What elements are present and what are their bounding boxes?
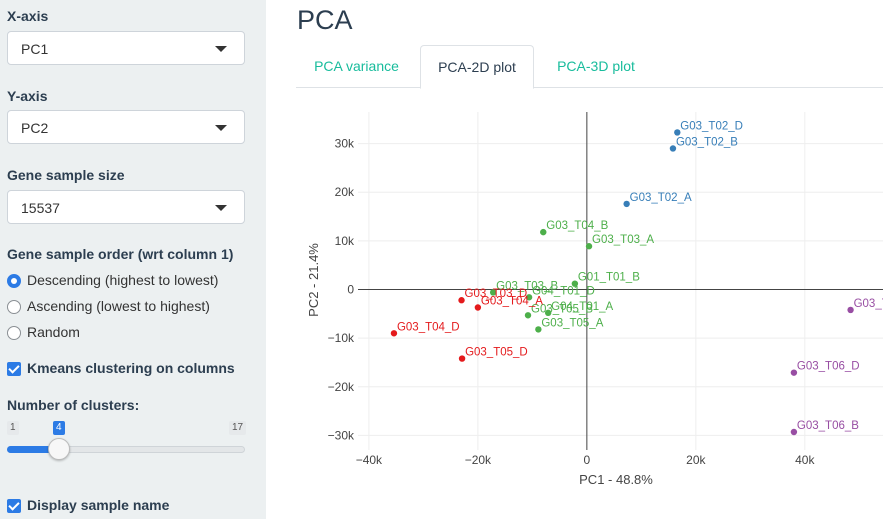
point-label: G04_T01_D	[532, 285, 595, 297]
point-label: G03_T05_A	[541, 317, 603, 329]
tab-bar: PCA variance PCA-2D plot PCA-3D plot	[296, 45, 883, 89]
point-label: G04_T01_A	[551, 301, 613, 313]
data-point	[390, 330, 398, 337]
y-tick-label: −10k	[328, 331, 355, 345]
gene-sample-order-label: Gene sample order (wrt column 1)	[7, 246, 234, 262]
x-tick-label: −40k	[356, 453, 383, 467]
point-label: G03_T05_D	[465, 347, 528, 359]
data-point	[674, 129, 681, 136]
data-point	[458, 355, 466, 362]
y-tick-label: 10k	[335, 234, 355, 248]
data-point	[474, 304, 482, 311]
radio-unchecked-icon	[7, 300, 21, 314]
y-tick-label: −20k	[328, 380, 355, 394]
display-name-label: Display sample name	[27, 497, 170, 513]
x-tick-label: 40k	[795, 453, 815, 467]
point-label: G03_T06_B	[797, 420, 859, 432]
tab-pca-2d-plot[interactable]: PCA-2D plot	[420, 45, 534, 89]
point-label: G01_T01_B	[578, 272, 640, 284]
point-label: G03_T	[854, 298, 883, 310]
x-axis-value: PC1	[21, 41, 49, 57]
data-point	[847, 306, 854, 314]
pca-scatter-plot: −40k −20k 0 20k 40k −30k −20k −10k 0 10k 20k 30k G…	[306, 112, 883, 487]
chevron-down-icon	[215, 205, 227, 211]
point-label: G03_T04_D	[397, 321, 460, 333]
data-point	[524, 312, 532, 319]
y-tick-labels: −30k −20k −10k 0 10k 20k 30k	[328, 137, 355, 443]
data-point	[790, 369, 798, 376]
checkbox-checked-icon	[7, 499, 21, 513]
tab-pca-3d-plot[interactable]: PCA-3D plot	[557, 58, 635, 74]
x-tick-labels: −40k −20k 0 20k 40k	[356, 453, 816, 467]
clusters-label: Number of clusters:	[7, 397, 140, 413]
radio-checked-icon	[7, 274, 21, 288]
data-point	[489, 289, 497, 296]
gene-sample-size-value: 15537	[21, 200, 60, 216]
y-axis-value: PC2	[21, 120, 49, 136]
tab-pca-variance[interactable]: PCA variance	[314, 58, 399, 74]
slider-handle[interactable]	[48, 438, 70, 460]
sidebar: X-axis PC1 Y-axis PC2 Gene sample size 1…	[0, 0, 266, 519]
point-label: G03_T04_B	[546, 220, 608, 232]
x-axis-select[interactable]: PC1	[7, 31, 245, 65]
page-title: PCA	[297, 5, 353, 35]
x-tick-label: 20k	[686, 453, 706, 467]
checkbox-checked-icon	[7, 362, 21, 376]
data-point	[585, 243, 593, 250]
x-tick-label: −20k	[465, 453, 492, 467]
point-label: G03_T03_D	[465, 288, 528, 300]
data-points: G03_T02_D G03_T02_B G03_T02_A G03_T04_B G03_…	[390, 120, 883, 436]
data-point	[458, 297, 465, 304]
zero-lines	[358, 112, 883, 450]
radio-descending-label: Descending (highest to lowest)	[27, 272, 219, 288]
data-point	[623, 200, 630, 208]
data-point	[544, 309, 552, 317]
x-axis-label: X-axis	[7, 8, 49, 24]
gene-sample-size-label: Gene sample size	[7, 167, 125, 183]
point-label: G03_T04_A	[481, 296, 543, 308]
slider-fill	[7, 446, 59, 453]
point-label: G03_T03_B	[496, 280, 558, 292]
x-tick-label: 0	[584, 453, 591, 467]
slider-min-label: 1	[7, 421, 19, 435]
grid-lines	[358, 112, 883, 450]
chevron-down-icon	[215, 46, 227, 52]
data-point	[790, 428, 798, 436]
slider-value-label: 4	[53, 421, 65, 435]
point-label: G03_T02_D	[680, 120, 743, 132]
data-point	[669, 145, 677, 152]
radio-ascending-label: Ascending (lowest to highest)	[27, 298, 210, 314]
y-tick-label: 0	[347, 283, 354, 297]
data-point	[525, 294, 533, 301]
data-point	[535, 326, 542, 333]
y-axis-label: Y-axis	[7, 88, 48, 104]
y-tick-label: 30k	[335, 137, 355, 151]
gene-sample-size-select[interactable]: 15537	[7, 190, 245, 224]
y-tick-label: 20k	[335, 185, 355, 199]
point-label: G03_T03_A	[592, 234, 654, 246]
data-point	[571, 280, 579, 287]
chevron-down-icon	[215, 125, 227, 131]
y-tick-label: −30k	[328, 428, 355, 442]
radio-unchecked-icon	[7, 326, 21, 340]
point-label: G03_T02_A	[630, 192, 692, 204]
point-label: G03_T02_B	[676, 136, 738, 148]
point-label: G03_T05_B	[531, 303, 593, 315]
x-axis-title: PC1 - 48.8%	[579, 472, 653, 487]
kmeans-label: Kmeans clustering on columns	[27, 360, 235, 376]
slider-max-label: 17	[229, 421, 247, 435]
point-label: G03_T06_D	[797, 361, 860, 373]
radio-random-label: Random	[27, 324, 80, 340]
data-point	[540, 228, 547, 236]
y-axis-title: PC2 - 21.4%	[306, 243, 321, 317]
y-axis-select[interactable]: PC2	[7, 110, 245, 144]
